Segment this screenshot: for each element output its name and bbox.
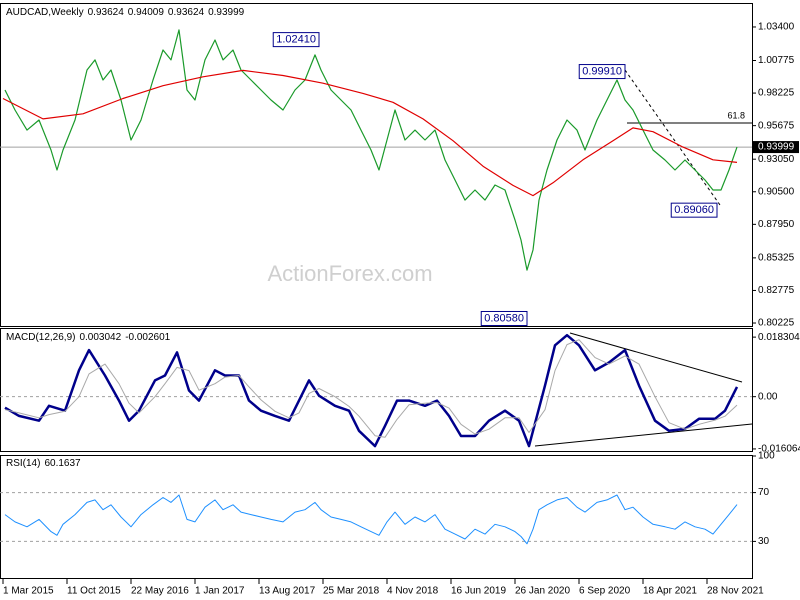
y-tick-label: 0.80225 [758, 318, 795, 329]
y-tick-label: 0.85325 [758, 253, 795, 264]
series-line [2, 69, 738, 197]
current-price-box [753, 141, 799, 154]
x-tick-label: 28 Nov 2021 [707, 586, 764, 597]
y-tick-label: 0.87950 [758, 219, 795, 230]
y-tick-label: -0.016064 [758, 444, 800, 455]
title-value: 0.003042 [79, 332, 121, 343]
price-panel [0, 3, 753, 327]
watermark: ActionForex.com [267, 261, 432, 286]
x-tick-label: 26 Jan 2020 [515, 586, 570, 597]
macd-trend-line [569, 332, 743, 383]
y-tick-label: 0.00 [758, 391, 778, 402]
price-annotation-box [670, 202, 718, 218]
price-annotation-box [272, 32, 320, 48]
y-tick-label: 0.90500 [758, 186, 795, 197]
y-tick-label: 70 [758, 487, 770, 498]
series-line [4, 333, 739, 448]
title-value: -0.002601 [125, 332, 170, 343]
y-tick-label: 0.98225 [758, 88, 795, 99]
panel-title: RSI(14) 60.1637 [6, 458, 81, 469]
price-annotation-box [578, 64, 626, 80]
series-line [4, 339, 738, 438]
price-annotation-label: 0.89060 [674, 204, 714, 216]
title-value: 0.93999 [208, 7, 245, 18]
x-tick-label: 18 Apr 2021 [643, 586, 697, 597]
price-annotation-label: 0.99910 [582, 65, 622, 77]
x-tick-label: 6 Sep 2020 [579, 586, 631, 597]
title-text: AUDCAD,Weekly [6, 7, 84, 18]
panel-title: MACD(12,26,9) 0.003042 -0.002601 [6, 332, 171, 343]
macd-trend-line [534, 423, 753, 447]
series-line [4, 494, 738, 545]
current-price-label: 0.93999 [758, 142, 795, 153]
title-value: 0.93624 [168, 7, 205, 18]
x-tick-label: 1 Mar 2015 [3, 586, 54, 597]
title-value: 60.1637 [44, 458, 81, 469]
y-tick-label: 0.93050 [758, 154, 795, 165]
macd-panel [0, 328, 753, 452]
title-text: MACD(12,26,9) [6, 332, 75, 343]
title-value: 0.94009 [128, 7, 165, 18]
x-tick-label: 25 Mar 2018 [323, 586, 380, 597]
rsi-panel [0, 455, 753, 579]
panel-title: AUDCAD,Weekly 0.93624 0.94009 0.93624 0.9399… [6, 7, 245, 18]
y-tick-label: 30 [758, 536, 770, 547]
x-tick-label: 1 Jan 2017 [195, 586, 245, 597]
x-tick-label: 16 Jun 2019 [451, 586, 506, 597]
price-annotation-label: 1.02410 [276, 34, 316, 46]
y-tick-label: 0.018304 [758, 332, 800, 343]
title-text: RSI(14) [6, 458, 40, 469]
x-tick-label: 13 Aug 2017 [259, 586, 316, 597]
x-tick-label: 4 Nov 2018 [387, 586, 439, 597]
price-annotation-box [480, 310, 528, 326]
y-tick-label: 1.00775 [758, 55, 795, 66]
x-tick-label: 11 Oct 2015 [67, 586, 121, 597]
y-tick-label: 1.03400 [758, 22, 795, 33]
y-tick-label: 0.82775 [758, 285, 795, 296]
x-tick-label: 22 May 2016 [131, 586, 189, 597]
y-tick-label: 100 [758, 451, 775, 462]
y-tick-label: 0.95675 [758, 120, 795, 131]
series-line [4, 29, 738, 271]
price-annotation-label: 0.80580 [484, 312, 524, 324]
fib-label: 61.8 [727, 110, 745, 120]
title-value: 0.93624 [88, 7, 125, 18]
